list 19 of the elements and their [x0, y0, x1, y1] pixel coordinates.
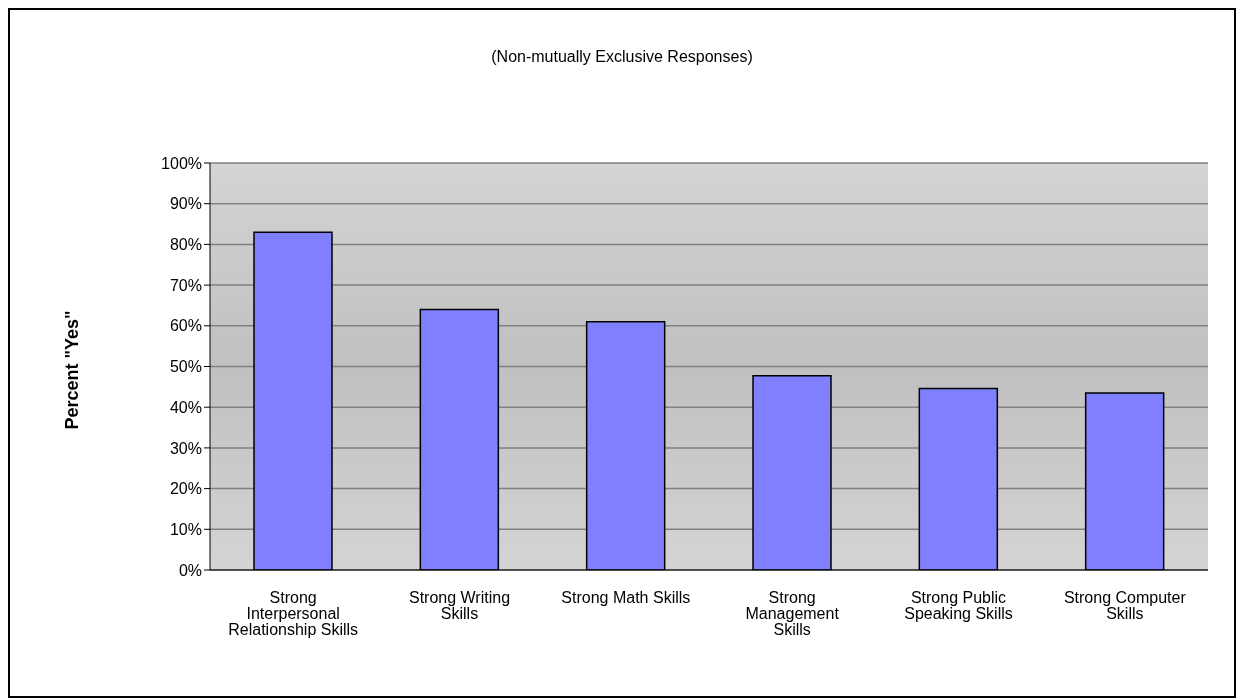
x-tick-label: Strong Computer Skills [1063, 589, 1187, 623]
y-tick-label: 30% [169, 439, 202, 457]
chart-subtitle: (Non-mutually Exclusive Responses) [490, 48, 754, 66]
y-tick-label: 60% [169, 317, 202, 335]
y-tick-label: 80% [169, 236, 202, 254]
y-tick-label: 20% [169, 480, 202, 498]
y-tick-label: 100% [161, 154, 202, 172]
x-tick-label: Strong Writing Skills [408, 589, 511, 623]
x-tick-label: Strong Management Skills [745, 589, 840, 639]
y-tick-label: 70% [169, 276, 202, 294]
x-tick-label: Strong Math Skills [561, 589, 691, 607]
y-tick-label: 50% [169, 358, 202, 376]
y-axis-title: Percent "Yes" [61, 310, 83, 430]
y-tick-label: 90% [169, 195, 202, 213]
y-tick-label: 40% [169, 398, 202, 416]
x-tick-label: Strong Public Speaking Skills [904, 589, 1013, 623]
x-tick-label: Strong Interpersonal Relationship Skills [228, 589, 359, 639]
y-tick-label: 10% [169, 520, 202, 538]
y-tick-label: 0% [178, 561, 202, 579]
